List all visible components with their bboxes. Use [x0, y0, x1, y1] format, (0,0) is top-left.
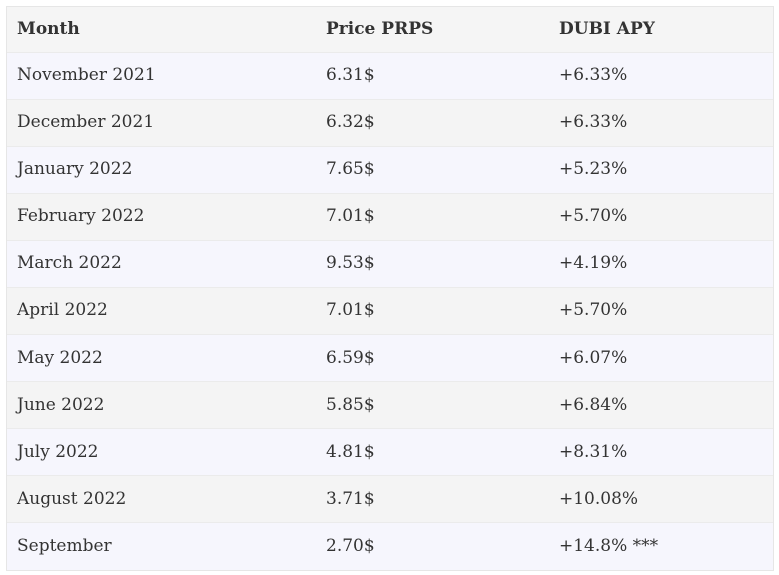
table-row: March 2022 9.53$ +4.19%	[7, 239, 773, 288]
table-row: January 2022 7.65$ +5.23%	[7, 145, 773, 194]
header-row: Month Price PRPS DUBI APY	[7, 7, 773, 52]
price-apy-table: Month Price PRPS DUBI APY November 2021 …	[7, 7, 773, 570]
table-header: Month Price PRPS DUBI APY	[7, 7, 773, 52]
cell-apy: +14.8% ***	[549, 522, 773, 570]
cell-price: 3.71$	[316, 475, 549, 523]
cell-month: November 2021	[7, 51, 316, 100]
cell-apy: +6.84%	[549, 381, 773, 429]
cell-apy: +5.23%	[549, 145, 773, 194]
cell-month: April 2022	[7, 286, 316, 335]
table-row: July 2022 4.81$ +8.31%	[7, 428, 773, 476]
table-row: August 2022 3.71$ +10.08%	[7, 475, 773, 523]
table-row: April 2022 7.01$ +5.70%	[7, 286, 773, 335]
table-row: May 2022 6.59$ +6.07%	[7, 333, 773, 382]
table-row: November 2021 6.31$ +6.33%	[7, 51, 773, 100]
cell-apy: +5.70%	[549, 286, 773, 335]
header-price-prps: Price PRPS	[326, 18, 434, 39]
cell-month: March 2022	[7, 239, 316, 288]
cell-price: 7.01$	[316, 286, 549, 335]
cell-apy: +5.70%	[549, 192, 773, 241]
cell-month: August 2022	[7, 475, 316, 523]
cell-month: July 2022	[7, 428, 316, 476]
table-row: September 2.70$ +14.8% ***	[7, 522, 773, 570]
cell-apy: +10.08%	[549, 475, 773, 523]
cell-price: 6.59$	[316, 333, 549, 382]
cell-price: 6.32$	[316, 98, 549, 147]
cell-apy: +4.19%	[549, 239, 773, 288]
table-row: February 2022 7.01$ +5.70%	[7, 192, 773, 241]
table-row: June 2022 5.85$ +6.84%	[7, 381, 773, 429]
cell-apy: +8.31%	[549, 428, 773, 476]
cell-apy: +6.33%	[549, 51, 773, 100]
cell-price: 4.81$	[316, 428, 549, 476]
cell-month: February 2022	[7, 192, 316, 241]
cell-price: 6.31$	[316, 51, 549, 100]
cell-apy: +6.33%	[549, 98, 773, 147]
cell-apy: +6.07%	[549, 333, 773, 382]
cell-price: 5.85$	[316, 381, 549, 429]
cell-price: 7.65$	[316, 145, 549, 194]
table-body: November 2021 6.31$ +6.33% December 2021…	[7, 51, 773, 570]
cell-month: January 2022	[7, 145, 316, 194]
cell-month: June 2022	[7, 381, 316, 429]
table-row: December 2021 6.32$ +6.33%	[7, 98, 773, 147]
cell-price: 9.53$	[316, 239, 549, 288]
cell-price: 2.70$	[316, 522, 549, 570]
header-dubi-apy: DUBI APY	[559, 18, 655, 39]
cell-month: September	[7, 522, 316, 570]
cell-price: 7.01$	[316, 192, 549, 241]
cell-month: May 2022	[7, 333, 316, 382]
header-month: Month	[17, 18, 80, 39]
cell-month: December 2021	[7, 98, 316, 147]
price-apy-table-container: Month Price PRPS DUBI APY November 2021 …	[6, 6, 774, 571]
